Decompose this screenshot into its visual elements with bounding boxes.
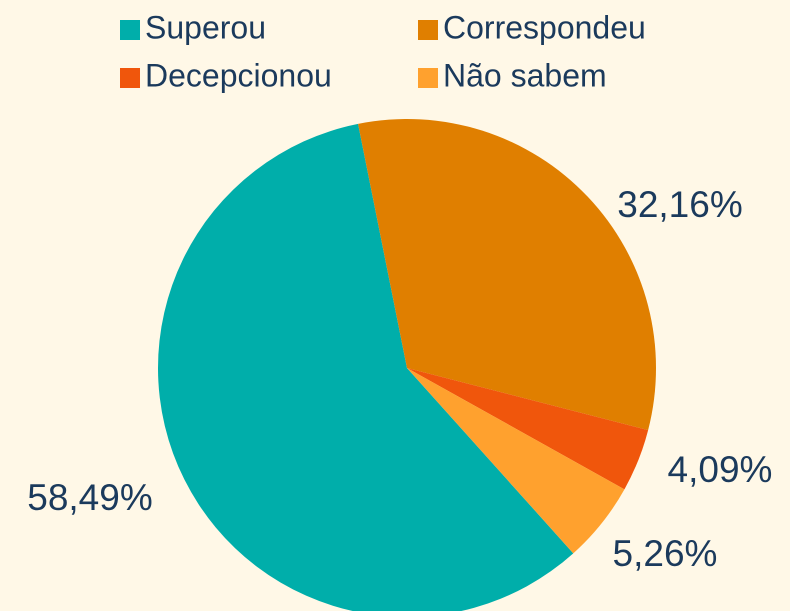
legend-swatch <box>418 20 438 40</box>
legend-swatch <box>120 20 140 40</box>
pie-slice <box>407 368 649 490</box>
data-label: 58,49% <box>27 477 153 518</box>
legend-label: Superou <box>145 9 266 45</box>
legend-swatch <box>120 68 140 88</box>
legend-label: Decepcionou <box>145 57 332 93</box>
legend-label: Correspondeu <box>443 9 646 45</box>
pie-slice <box>358 119 656 431</box>
data-label: 5,26% <box>613 533 718 574</box>
data-label: 32,16% <box>617 184 743 225</box>
legend-swatch <box>418 68 438 88</box>
pie-slice <box>158 123 574 611</box>
legend-label: Não sabem <box>443 57 607 93</box>
pie-slice <box>407 368 625 554</box>
data-label: 4,09% <box>668 449 773 490</box>
